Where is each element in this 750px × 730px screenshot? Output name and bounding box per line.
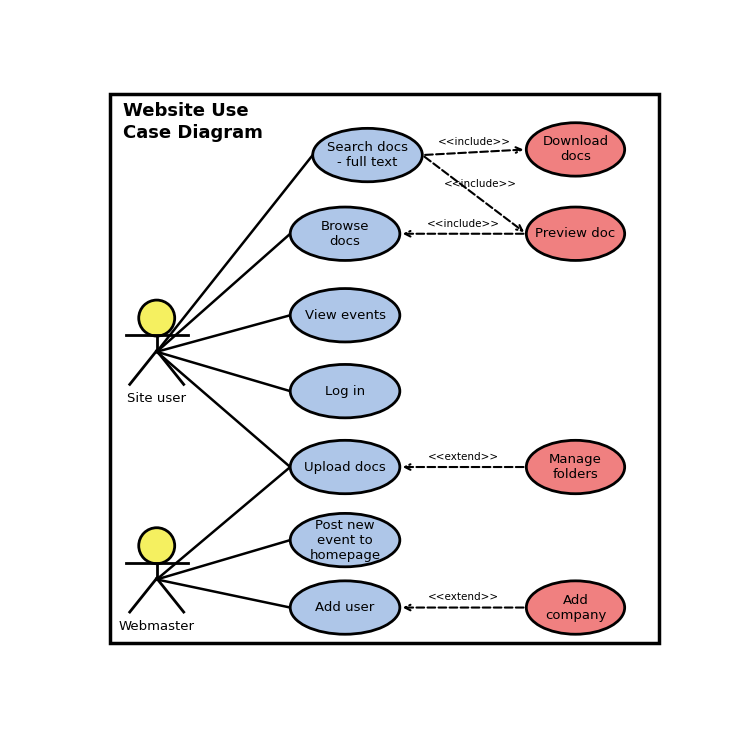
Ellipse shape [290, 207, 400, 261]
Ellipse shape [290, 288, 400, 342]
Circle shape [139, 300, 175, 336]
Ellipse shape [290, 513, 400, 566]
Text: Manage
folders: Manage folders [549, 453, 602, 481]
Text: Add user: Add user [316, 601, 375, 614]
Text: View events: View events [304, 309, 386, 322]
Ellipse shape [290, 581, 400, 634]
Ellipse shape [526, 123, 625, 176]
Text: Website Use
Case Diagram: Website Use Case Diagram [123, 101, 262, 142]
Ellipse shape [526, 440, 625, 493]
Ellipse shape [313, 128, 422, 182]
Text: Browse
docs: Browse docs [321, 220, 369, 247]
Text: Preview doc: Preview doc [536, 227, 616, 240]
Text: <<include>>: <<include>> [443, 180, 517, 189]
Text: Log in: Log in [325, 385, 365, 398]
Text: Search docs
- full text: Search docs - full text [327, 141, 408, 169]
Text: Webmaster: Webmaster [118, 620, 195, 633]
Text: <<extend>>: <<extend>> [427, 593, 499, 602]
Text: Post new
event to
homepage: Post new event to homepage [310, 518, 380, 561]
Circle shape [139, 528, 175, 564]
Ellipse shape [290, 440, 400, 493]
Text: Upload docs: Upload docs [304, 461, 386, 474]
Text: Add
company: Add company [544, 593, 606, 621]
Text: <<include>>: <<include>> [438, 137, 511, 147]
Text: <<extend>>: <<extend>> [427, 452, 499, 462]
Ellipse shape [290, 364, 400, 418]
Text: <<include>>: <<include>> [427, 218, 500, 228]
Text: Download
docs: Download docs [542, 136, 608, 164]
Ellipse shape [526, 581, 625, 634]
Text: Site user: Site user [128, 392, 186, 405]
Ellipse shape [526, 207, 625, 261]
FancyBboxPatch shape [110, 94, 658, 643]
